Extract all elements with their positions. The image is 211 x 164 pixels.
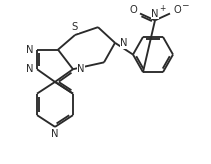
Text: N: N — [77, 64, 85, 74]
Text: O: O — [129, 5, 137, 15]
Text: N: N — [26, 45, 34, 55]
Text: N: N — [120, 38, 128, 48]
Text: +: + — [159, 4, 165, 13]
Text: −: − — [181, 0, 189, 9]
Text: N: N — [151, 9, 159, 19]
Text: O: O — [173, 5, 181, 15]
Text: N: N — [26, 64, 34, 74]
Text: S: S — [72, 22, 78, 32]
Text: N: N — [51, 129, 59, 139]
